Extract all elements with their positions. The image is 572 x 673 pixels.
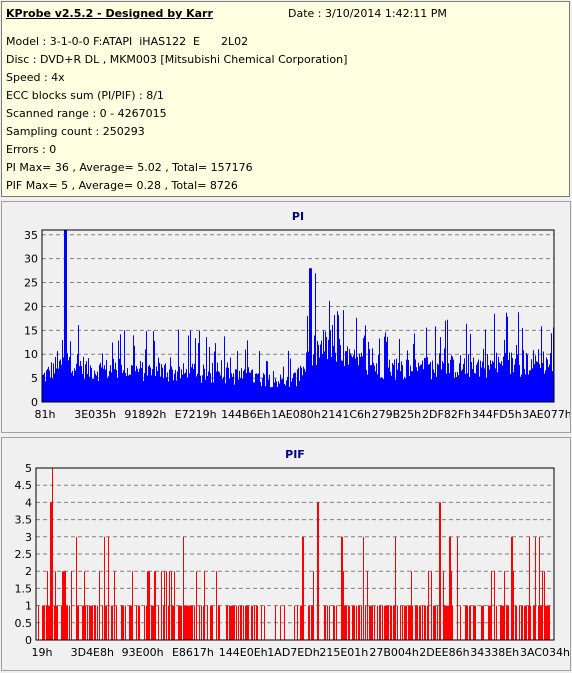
x-tick-label: 81h — [35, 408, 56, 421]
y-tick-label: 30 — [24, 253, 38, 266]
y-tick-label: 5 — [31, 372, 38, 385]
y-tick-label: 5 — [25, 462, 32, 475]
y-tick-label: 2 — [25, 565, 32, 578]
pif-summary-line: PIF Max= 5 , Average= 0.28 , Total= 8726 — [6, 179, 238, 192]
x-tick-label: 2141C6h — [321, 408, 371, 421]
info-panel: KProbe v2.5.2 - Designed by Karr Date : … — [1, 1, 570, 197]
x-tick-label: 2DF82Fh — [422, 408, 471, 421]
y-tick-label: 10 — [24, 348, 38, 361]
chart-title: PIF — [285, 448, 305, 461]
sampling-line: Sampling count : 250293 — [6, 125, 145, 138]
y-tick-label: 20 — [24, 300, 38, 313]
x-tick-label: 279B25h — [372, 408, 422, 421]
bar-series — [38, 468, 550, 640]
y-tick-label: 25 — [24, 277, 38, 290]
x-tick-label: 215E01h — [319, 646, 368, 659]
y-tick-label: 0.5 — [15, 617, 33, 630]
x-tick-label: 93E00h — [122, 646, 164, 659]
speed-line: Speed : 4x — [6, 71, 65, 84]
x-tick-label: 2DEE86h — [419, 646, 469, 659]
x-tick-label: 3AE077h — [522, 408, 570, 421]
x-tick-label: 144B6Eh — [221, 408, 270, 421]
ecc-line: ECC blocks sum (PI/PIF) : 8/1 — [6, 89, 164, 102]
y-tick-label: 1.5 — [15, 582, 33, 595]
x-tick-label: 34338Eh — [470, 646, 519, 659]
range-line: Scanned range : 0 - 4267015 — [6, 107, 167, 120]
y-tick-label: 1 — [25, 600, 32, 613]
x-tick-label: 27B004h — [369, 646, 419, 659]
x-tick-label: 1AE080h — [271, 408, 320, 421]
x-tick-label: 91892h — [124, 408, 166, 421]
app-title: KProbe v2.5.2 - Designed by Karr — [6, 7, 213, 20]
pif-chart: PIF 0 0.5 1 1.5 2 2.5 3 3.5 4 4.5 5 19h 3D4E8h 93E00h E… — [15, 448, 571, 659]
plot-border — [41, 229, 555, 403]
y-tick-label: 4 — [25, 496, 32, 509]
x-tick-label: 3AC034h — [520, 646, 570, 659]
x-tick-label: 3E035h — [74, 408, 116, 421]
x-tick-label: 1AD7EDh — [267, 646, 319, 659]
y-tick-label: 15 — [24, 324, 38, 337]
pi-chart: PI 0 5 10 15 20 25 30 35 81h 3E035h 91892h E7219h 144… — [24, 210, 572, 421]
x-tick-label: E7219h — [175, 408, 217, 421]
y-tick-label: 3 — [25, 531, 32, 544]
disc-line: Disc : DVD+R DL , MKM003 [Mitsubishi Che… — [6, 53, 348, 66]
y-tick-label: 2.5 — [15, 548, 33, 561]
pi-summary-line: PI Max= 36 , Average= 5.02 , Total= 1571… — [6, 161, 253, 174]
y-tick-label: 4.5 — [15, 479, 33, 492]
y-tick-label: 0 — [25, 634, 32, 647]
plot-border — [35, 467, 555, 641]
x-tick-label: 344FD5h — [472, 408, 522, 421]
pi-chart-panel: PI 0 5 10 15 20 25 30 35 81h 3E035h 91892h E7219h 144… — [1, 201, 572, 433]
chart-title: PI — [292, 210, 304, 223]
y-tick-label: 3.5 — [15, 514, 33, 527]
x-tick-label: 144E0Eh — [219, 646, 268, 659]
y-tick-label: 0 — [31, 396, 38, 409]
errors-line: Errors : 0 — [6, 143, 57, 156]
model-line: Model : 3-1-0-0 F:ATAPI iHAS122 E 2L02 — [6, 35, 249, 48]
y-tick-label: 35 — [24, 229, 38, 242]
scan-date: Date : 3/10/2014 1:42:11 PM — [288, 7, 447, 20]
x-tick-label: E8617h — [172, 646, 214, 659]
x-tick-label: 19h — [32, 646, 53, 659]
pif-chart-panel: PIF 0 0.5 1 1.5 2 2.5 3 3.5 4 4.5 5 19h 3D4E8h 93E00h E… — [1, 437, 571, 671]
bar-series — [42, 230, 554, 402]
x-tick-label: 3D4E8h — [71, 646, 114, 659]
